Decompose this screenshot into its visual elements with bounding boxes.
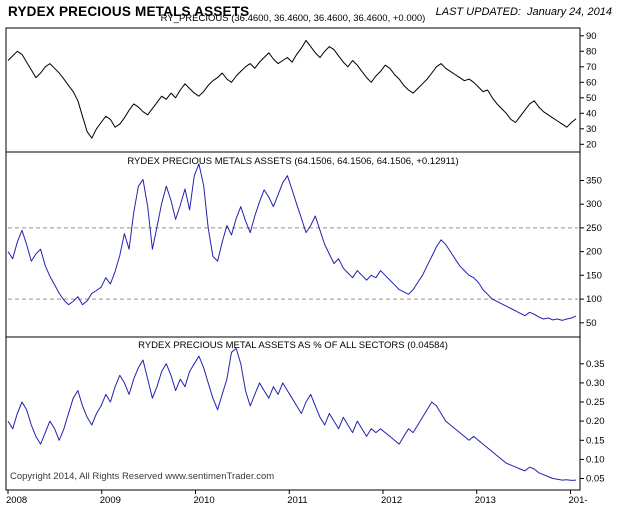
y-tick-label: 90 [586, 31, 597, 42]
x-tick-label: 2009 [100, 495, 121, 506]
last-updated: LAST UPDATED: January 24, 2014 [436, 6, 612, 18]
chart-border [5, 27, 581, 491]
series-line-panel2 [7, 163, 577, 321]
x-tick-label: 2010 [194, 495, 215, 506]
y-tick-label: 250 [586, 223, 602, 234]
copyright-text: Copyright 2014, All Rights Reserved www.… [10, 471, 275, 482]
y-tick-label: 0.30 [586, 378, 605, 389]
panel2-title: RYDEX PRECIOUS METALS ASSETS (64.1506, 6… [127, 156, 459, 167]
series-line-panel3 [7, 348, 577, 481]
y-tick-label: 20 [586, 139, 597, 150]
page-title: RYDEX PRECIOUS METALS ASSETS [8, 4, 250, 19]
y-tick-label: 50 [586, 318, 597, 329]
x-tick-label: 2012 [381, 495, 402, 506]
y-tick-label: 50 [586, 93, 597, 104]
y-tick-label: 0.35 [586, 359, 605, 370]
y-tick-label: 350 [586, 176, 602, 187]
x-tick-label: 2011 [287, 495, 307, 506]
y-tick-label: 0.20 [586, 416, 605, 427]
y-tick-label: 0.25 [586, 397, 605, 408]
panel1-title: RY_PRECIOUS (36.4600, 36.4600, 36.4600, … [160, 13, 426, 24]
x-tick-label: 2008 [6, 495, 27, 506]
y-tick-label: 0.10 [586, 454, 605, 465]
y-tick-label: 0.15 [586, 435, 605, 446]
y-tick-label: 40 [586, 108, 597, 119]
y-tick-label: 300 [586, 199, 602, 210]
y-tick-label: 200 [586, 247, 602, 258]
y-tick-label: 70 [586, 62, 597, 73]
last-updated-value: January 24, 2014 [526, 6, 612, 18]
y-tick-label: 80 [586, 46, 597, 57]
y-tick-label: 150 [586, 270, 602, 281]
series-line-panel1 [7, 39, 577, 139]
y-tick-label: 100 [586, 294, 602, 305]
y-tick-label: 0.05 [586, 474, 605, 485]
last-updated-label: LAST UPDATED: [435, 6, 521, 18]
y-tick-label: 30 [586, 124, 597, 135]
x-tick-label: 2013 [475, 495, 496, 506]
panel3-title: RYDEX PRECIOUS METAL ASSETS AS % OF ALL … [138, 340, 448, 351]
x-tick-label: 201- [569, 495, 588, 506]
y-tick-label: 60 [586, 77, 597, 88]
